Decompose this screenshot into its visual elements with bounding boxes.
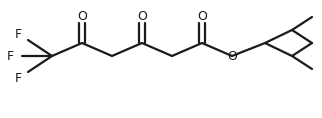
Text: O: O	[77, 11, 87, 23]
Text: O: O	[137, 11, 147, 23]
Text: O: O	[227, 49, 237, 63]
Text: O: O	[197, 11, 207, 23]
Text: F: F	[14, 27, 22, 40]
Text: F: F	[14, 72, 22, 84]
Text: F: F	[6, 49, 14, 63]
